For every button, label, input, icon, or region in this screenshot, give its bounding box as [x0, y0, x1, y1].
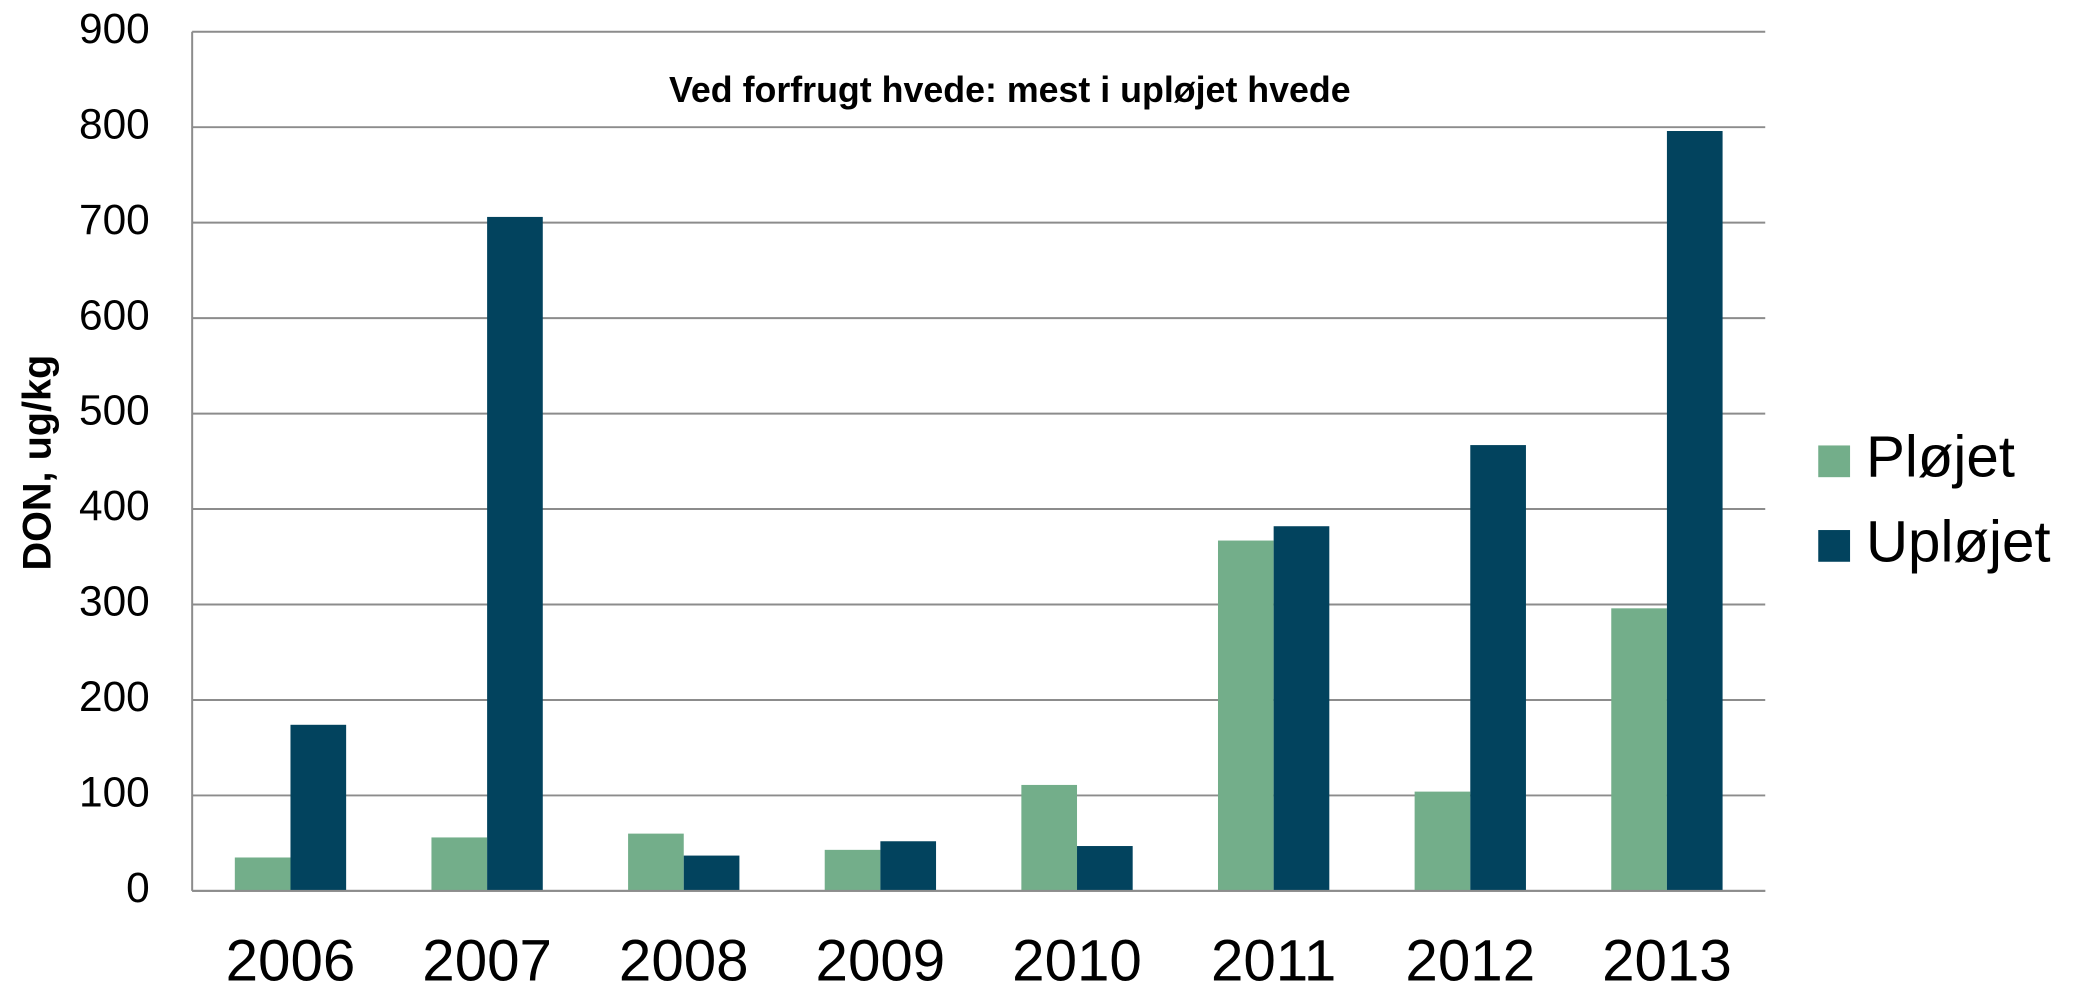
bar — [234, 857, 291, 891]
y-tick-label: 300 — [79, 578, 150, 625]
y-tick-label: 900 — [79, 5, 150, 52]
x-tick-label: 2009 — [816, 928, 946, 993]
bar — [824, 849, 881, 891]
y-tick-label: 0 — [126, 864, 150, 911]
bar — [290, 724, 347, 891]
x-tick-label: 2007 — [422, 928, 552, 993]
bar — [1077, 846, 1133, 891]
bar — [1470, 445, 1526, 891]
legend-label: Pløjet — [1866, 425, 2015, 490]
y-tick-label: 600 — [79, 291, 150, 338]
y-tick-label: 700 — [79, 196, 150, 243]
x-tick-label: 2011 — [1211, 928, 1336, 993]
bar — [1273, 526, 1330, 891]
legend-swatch — [1818, 445, 1851, 478]
x-tick-label: 2010 — [1012, 928, 1142, 993]
bar — [628, 833, 684, 891]
y-tick-label: 100 — [79, 769, 150, 816]
bar — [1217, 540, 1274, 891]
bar — [1611, 608, 1667, 891]
y-tick-label: 800 — [79, 100, 150, 147]
y-tick-label: 400 — [79, 482, 150, 529]
x-tick-label: 2013 — [1602, 928, 1732, 993]
y-tick-label: 500 — [79, 387, 150, 434]
x-tick-label: 2006 — [226, 928, 356, 993]
bar — [487, 216, 543, 891]
legend-swatch — [1818, 530, 1851, 562]
x-tick-label: 2008 — [619, 928, 749, 993]
bar — [1666, 131, 1723, 891]
bar — [1021, 784, 1078, 891]
bar — [431, 837, 488, 891]
y-tick-label: 200 — [79, 673, 150, 720]
x-tick-label: 2012 — [1405, 928, 1535, 993]
chart-title: Ved forfrugt hvede: mest i upløjet hvede — [669, 70, 1351, 110]
y-axis-label: DON, ug/kg — [15, 355, 59, 571]
bar — [683, 855, 740, 891]
bar — [1414, 791, 1471, 891]
bar — [880, 841, 937, 891]
legend-label: Upløjet — [1866, 509, 2051, 574]
